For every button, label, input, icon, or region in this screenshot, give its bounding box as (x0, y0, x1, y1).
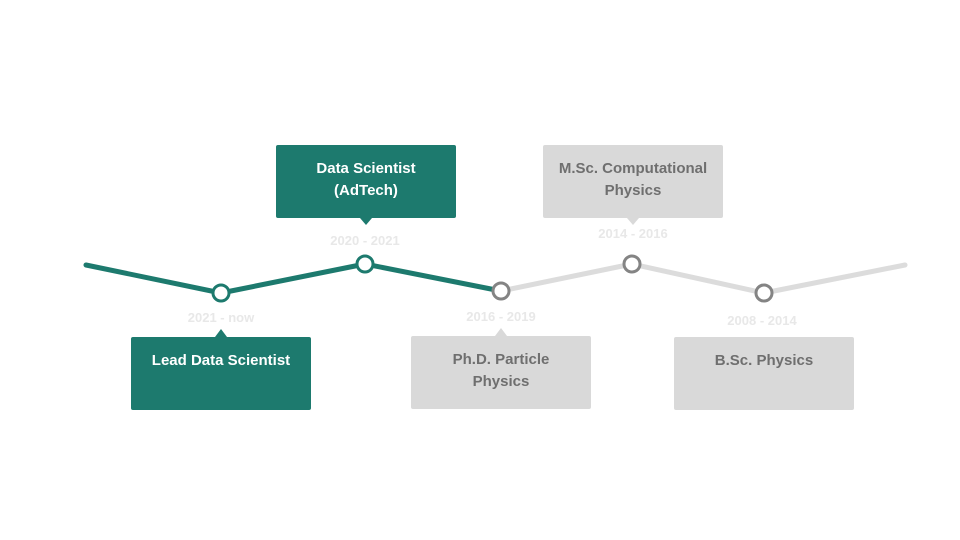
milestone-card (276, 145, 456, 218)
milestone-msc-computational-physics: M.Sc. Computational Physics 2014 - 2016 (543, 145, 723, 274)
milestone-marker (491, 281, 511, 301)
card-pointer (495, 328, 507, 336)
milestone-marker (754, 283, 774, 303)
timeline-segment-1 (218, 261, 368, 296)
milestone-title-line: Lead Data Scientist (152, 352, 290, 369)
milestone-card (131, 337, 311, 410)
milestone-data-scientist-adtech: Data Scientist (AdTech) 2020 - 2021 (276, 145, 456, 274)
timeline-segment-end (761, 262, 908, 296)
milestone-dates: 2014 - 2016 (598, 226, 667, 241)
milestone-marker (622, 254, 642, 274)
milestone-card (543, 145, 723, 218)
milestone-dates: 2008 - 2014 (727, 313, 797, 328)
milestone-title-line: (AdTech) (334, 182, 398, 199)
milestone-title-line: Ph.D. Particle (453, 351, 550, 368)
card-pointer (360, 218, 372, 225)
timeline-segment-4 (629, 261, 767, 296)
milestone-title-line: B.Sc. Physics (715, 352, 813, 369)
milestone-title-line: Data Scientist (316, 160, 415, 177)
milestone-title-line: Physics (473, 373, 530, 390)
timeline-segment-2 (362, 261, 504, 294)
milestone-title-line: Physics (605, 182, 662, 199)
milestone-phd-particle-physics: Ph.D. Particle Physics 2016 - 2019 (411, 281, 591, 409)
milestone-marker (355, 254, 375, 274)
milestone-lead-data-scientist: Lead Data Scientist 2021 - now (131, 283, 311, 410)
milestone-dates: 2016 - 2019 (466, 309, 535, 324)
milestone-bsc-physics: B.Sc. Physics 2008 - 2014 (674, 283, 854, 410)
milestone-title-line: M.Sc. Computational (559, 160, 707, 177)
milestone-card (411, 336, 591, 409)
card-pointer (627, 218, 639, 225)
milestone-marker (211, 283, 231, 303)
milestone-dates: 2020 - 2021 (330, 233, 399, 248)
milestone-card (674, 337, 854, 410)
timeline-segment-start (83, 262, 224, 296)
timeline-segment-3 (498, 261, 635, 294)
timeline-path (83, 261, 908, 296)
card-pointer (215, 329, 227, 337)
milestone-dates: 2021 - now (188, 310, 255, 325)
